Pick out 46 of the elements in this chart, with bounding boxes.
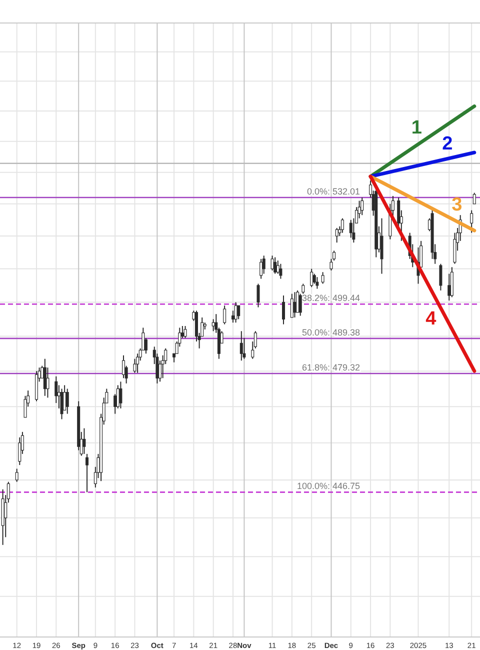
candlestick	[340, 218, 344, 234]
candlestick	[439, 263, 442, 291]
candlestick	[274, 256, 277, 274]
candlestick	[43, 358, 46, 396]
ref-line-label: 100.0%: 446.75	[296, 481, 360, 492]
annotation: 2	[442, 133, 453, 154]
ref-line-label: 0.0%: 532.01	[306, 186, 360, 197]
candlestick	[66, 388, 69, 414]
candlestick	[310, 268, 314, 288]
candlestick	[453, 232, 456, 264]
candlestick	[330, 258, 333, 271]
candlestick	[321, 272, 324, 284]
candlestick	[472, 192, 476, 204]
candlestick	[302, 283, 305, 294]
candlestick	[86, 453, 89, 493]
candlestick	[223, 305, 226, 325]
candlestick	[119, 381, 122, 409]
candlestick	[450, 266, 454, 298]
candlestick	[332, 250, 336, 262]
candlestick	[380, 218, 384, 274]
candlestick	[15, 468, 18, 482]
candlestick	[60, 388, 64, 420]
candlestick	[184, 326, 187, 339]
candlestick	[237, 305, 240, 320]
candlestick	[298, 293, 302, 316]
candlestick	[256, 283, 260, 308]
candlestick	[279, 263, 282, 280]
candlestick	[316, 276, 319, 290]
candlestick	[470, 210, 474, 234]
annotation: 4	[426, 308, 437, 330]
annotation: 1	[411, 117, 422, 138]
candlestick	[270, 255, 274, 271]
candlestick	[448, 273, 451, 302]
candlestick	[335, 227, 338, 244]
candlestick	[349, 219, 352, 238]
ref-line-label: 38.2%: 499.44	[302, 293, 360, 304]
candlestick	[282, 294, 286, 325]
ref-line-label: 61.8%: 479.32	[302, 362, 360, 372]
ref-line-label: 50.0%: 489.38	[302, 327, 360, 338]
candlestick	[82, 428, 86, 454]
annotation: 3	[452, 194, 462, 216]
candlestick	[290, 293, 294, 318]
candlestick	[360, 197, 364, 216]
candlestick	[260, 258, 263, 280]
candlestick	[240, 330, 243, 362]
candlestick	[293, 292, 296, 318]
